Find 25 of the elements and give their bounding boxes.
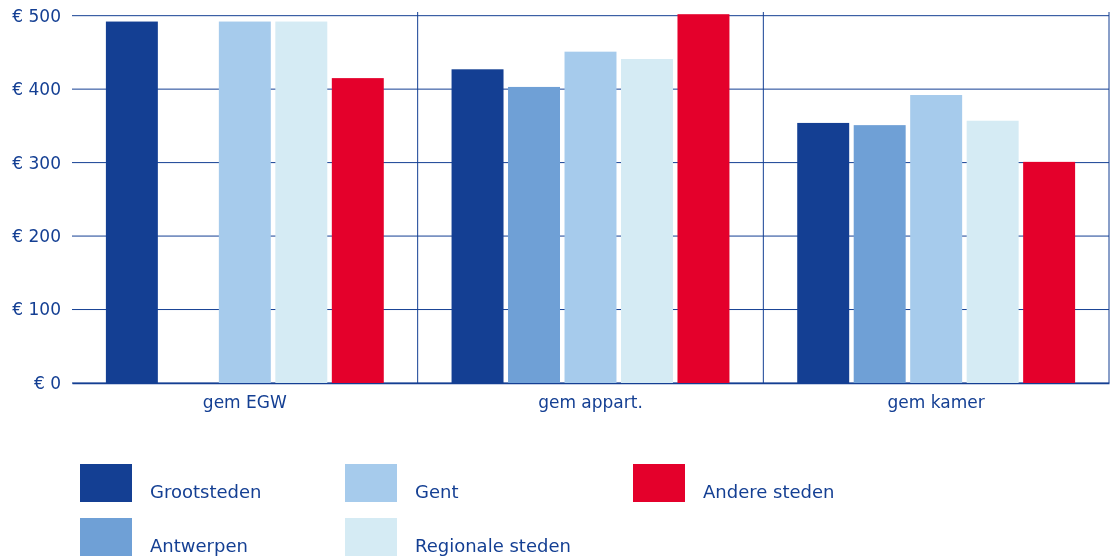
bar xyxy=(910,95,963,383)
legend-label: Gent xyxy=(415,481,459,502)
bar xyxy=(966,120,1019,383)
bar xyxy=(853,125,906,383)
legend-label: Antwerpen xyxy=(150,535,248,556)
bar xyxy=(564,51,617,383)
y-tick-label: € 0 xyxy=(33,372,61,393)
bar xyxy=(1023,161,1076,383)
y-tick-label: € 200 xyxy=(12,226,61,247)
x-tick-label: gem EGW xyxy=(202,392,287,413)
bar xyxy=(275,21,328,383)
x-tick-label: gem kamer xyxy=(887,392,985,413)
bar xyxy=(218,21,271,383)
y-tick-label: € 500 xyxy=(12,5,61,26)
legend-label: Grootsteden xyxy=(150,481,262,502)
legend-label: Andere steden xyxy=(703,481,835,502)
y-tick-label: € 100 xyxy=(12,299,61,320)
bar xyxy=(621,59,673,383)
y-tick-label: € 400 xyxy=(12,79,61,100)
x-tick-label: gem appart. xyxy=(538,392,643,413)
bar xyxy=(331,78,384,383)
bar xyxy=(677,14,730,383)
y-tick-label: € 300 xyxy=(12,152,61,173)
bar xyxy=(508,86,560,383)
legend-label: Regionale steden xyxy=(415,535,571,556)
